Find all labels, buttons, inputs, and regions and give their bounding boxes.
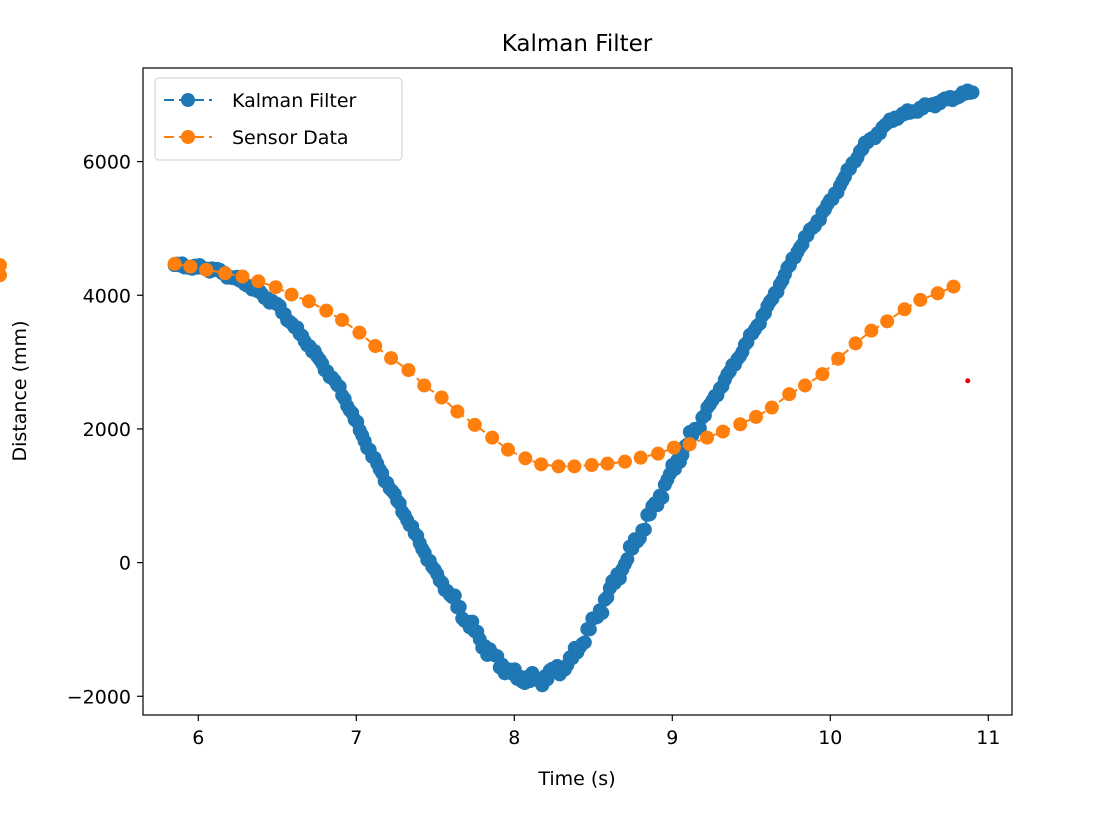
x-tick-label: 8 (508, 727, 520, 749)
sensor-data-point (302, 294, 316, 308)
sensor-data-point (534, 457, 548, 471)
sensor-data-point (368, 339, 382, 353)
sensor-data-point (798, 378, 812, 392)
y-tick-label: 6000 (83, 152, 131, 174)
sensor-data-point (947, 280, 961, 294)
sensor-data-point (749, 410, 763, 424)
sensor-data-point (401, 363, 415, 377)
x-tick-label: 7 (350, 727, 362, 749)
legend-sensor-marker (181, 130, 195, 144)
x-tick-label: 11 (976, 727, 1000, 749)
sensor-data-point (352, 326, 366, 340)
legend-kalman-marker (181, 93, 195, 107)
sensor-data-point (435, 391, 449, 405)
sensor-data-point (319, 304, 333, 318)
sensor-data-point (251, 274, 265, 288)
chart-title: Kalman Filter (502, 31, 653, 57)
y-tick-label: 2000 (83, 419, 131, 441)
sensor-data-point (236, 270, 250, 284)
sensor-data-point (501, 443, 515, 457)
y-tick-label: 0 (119, 553, 131, 575)
sensor-data-point (168, 257, 182, 271)
sensor-data-point (485, 431, 499, 445)
x-tick-label: 10 (818, 727, 842, 749)
sensor-data-point (417, 378, 431, 392)
sensor-data-point (815, 367, 829, 381)
kalman-filter-point (638, 523, 652, 537)
sensor-data-point (450, 405, 464, 419)
kalman-filter-point (453, 600, 467, 614)
sensor-data-point (567, 459, 581, 473)
sensor-data-point (931, 286, 945, 300)
sensor-data-point (634, 451, 648, 465)
sensor-data-point (651, 447, 665, 461)
sensor-data-point (733, 417, 747, 431)
sensor-data-point (618, 455, 632, 469)
x-tick-label: 6 (192, 727, 204, 749)
sensor-data-point (218, 266, 232, 280)
stray-red-dot (965, 378, 970, 383)
x-axis-label: Time (s) (537, 768, 615, 790)
y-tick-label: −2000 (67, 686, 131, 708)
sensor-data-point (765, 401, 779, 415)
x-tick-label: 9 (666, 727, 678, 749)
sensor-data-point (468, 418, 482, 432)
sensor-data-point (552, 459, 566, 473)
sensor-data-point (864, 324, 878, 338)
y-axis-label: Distance (mm) (9, 321, 31, 462)
annotation-layer (965, 378, 970, 383)
sensor-data-point (285, 288, 299, 302)
sensor-data-point (518, 451, 532, 465)
sensor-data-point (183, 260, 197, 274)
sensor-data-point (667, 441, 681, 455)
sensor-data-point (585, 458, 599, 472)
legend-kalman-label: Kalman Filter (232, 90, 357, 112)
sensor-data-point (683, 437, 697, 451)
sensor-data-point (335, 313, 349, 327)
sensor-data-point (601, 457, 615, 471)
sensor-data-point (898, 302, 912, 316)
kalman-filter-point (578, 635, 592, 649)
sensor-data-point (700, 431, 714, 445)
sensor-data-point (269, 280, 283, 294)
sensor-data-point (831, 352, 845, 366)
kalman-filter-point (966, 85, 980, 99)
legend-sensor-label: Sensor Data (232, 127, 349, 149)
sensor-data-point (384, 351, 398, 365)
sensor-data-point (199, 263, 213, 277)
sensor-data-point (782, 387, 796, 401)
sensor-data-point (913, 293, 927, 307)
sensor-data-point (716, 425, 730, 439)
sensor-data-point (880, 314, 894, 328)
legend: Kalman Filter Sensor Data (155, 78, 402, 160)
kalman-filter-point (655, 491, 669, 505)
y-tick-label: 4000 (83, 285, 131, 307)
kalman-filter-point (595, 606, 609, 620)
sensor-data-point (849, 336, 863, 350)
